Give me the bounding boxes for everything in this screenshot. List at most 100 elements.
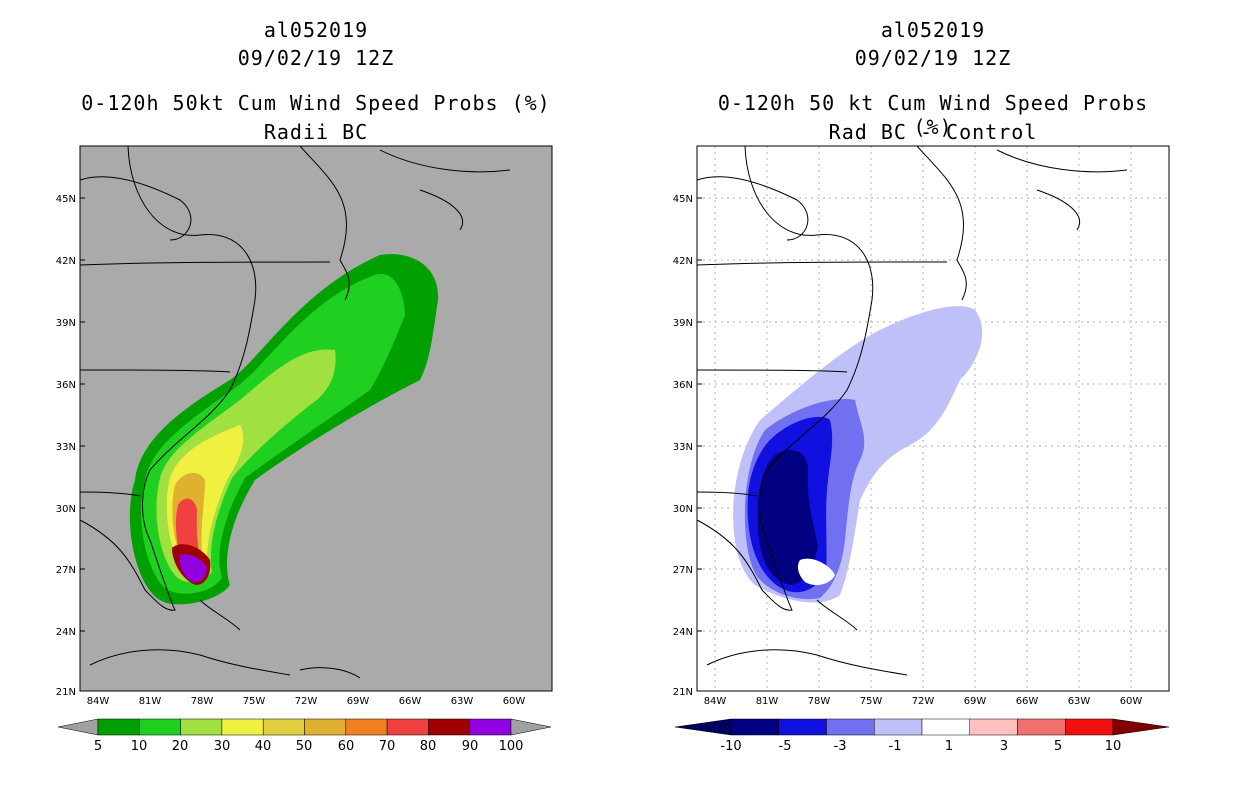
colorbar-label: 3 — [1000, 739, 1008, 754]
left-probability-swath — [129, 254, 439, 605]
lat-label: 45N — [56, 194, 76, 205]
lat-label: 30N — [56, 504, 76, 515]
right-lon-labels: 84W 81W 78W 75W 72W 69W 66W 63W 60W — [704, 696, 1143, 707]
left-colorbar-high-arrow — [510, 718, 552, 736]
colorbar-swatch — [345, 718, 388, 736]
colorbar-swatch — [921, 718, 970, 736]
lat-label: 21N — [673, 687, 693, 698]
colorbar-swatch — [262, 718, 305, 736]
lat-tick-marks — [80, 197, 702, 632]
colorbar-label: -5 — [779, 739, 792, 754]
colorbar-label: -3 — [834, 739, 847, 754]
right-title: 0-120h 50 kt Cum Wind Speed Probs (%) — [717, 91, 1149, 139]
colorbar-label: 1 — [945, 739, 953, 754]
lon-label: 84W — [87, 696, 110, 707]
lat-label: 24N — [56, 627, 76, 638]
lat-label: 36N — [673, 380, 693, 391]
lat-label: 45N — [673, 194, 693, 205]
lon-label: 72W — [912, 696, 935, 707]
lon-label: 66W — [399, 696, 422, 707]
lon-label: 81W — [756, 696, 779, 707]
right-colorbar-low-arrow — [674, 718, 732, 736]
colorbar-label: -10 — [720, 739, 741, 754]
lat-label: 21N — [56, 687, 76, 698]
left-colorbar: 5 10 20 30 40 50 60 70 80 90 100 — [57, 718, 552, 754]
colorbar-label: 5 — [1054, 739, 1062, 754]
lon-label: 69W — [347, 696, 370, 707]
colorbar-label: 70 — [379, 739, 396, 754]
colorbar-label: 30 — [214, 739, 231, 754]
right-datetime: 09/02/19 12Z — [854, 46, 1012, 70]
left-storm-id: al052019 — [263, 18, 369, 42]
left-coastlines — [80, 146, 511, 679]
colorbar-label: 10 — [1105, 739, 1122, 754]
colorbar-swatch — [1065, 718, 1114, 736]
colorbar-swatch — [778, 718, 827, 736]
colorbar-swatch — [221, 718, 264, 736]
colorbar-swatch — [386, 718, 429, 736]
lon-label: 81W — [139, 696, 162, 707]
lat-label: 27N — [56, 565, 76, 576]
lon-label: 69W — [964, 696, 987, 707]
colorbar-label: 5 — [94, 739, 102, 754]
colorbar-label: 90 — [462, 739, 479, 754]
lat-label: 42N — [56, 256, 76, 267]
left-lat-labels: 45N 42N 39N 36N 33N 30N 27N 24N 21N — [56, 194, 76, 698]
right-coastlines — [697, 146, 1128, 676]
right-colorbar-high-arrow — [1112, 718, 1170, 736]
lon-label: 63W — [1068, 696, 1091, 707]
colorbar-label: 20 — [172, 739, 189, 754]
lat-label: 36N — [56, 380, 76, 391]
right-lat-labels: 45N 42N 39N 36N 33N 30N 27N 24N 21N — [673, 194, 693, 698]
colorbar-swatch — [469, 718, 512, 736]
lon-label: 84W — [704, 696, 727, 707]
colorbar-label: 40 — [255, 739, 272, 754]
lon-label: 66W — [1016, 696, 1039, 707]
colorbar-swatch — [969, 718, 1018, 736]
lon-label: 60W — [1120, 696, 1143, 707]
lon-label: 75W — [860, 696, 883, 707]
lat-label: 30N — [673, 504, 693, 515]
left-colorbar-low-arrow — [57, 718, 99, 736]
colorbar-swatch — [304, 718, 347, 736]
right-difference-swath — [733, 306, 983, 603]
right-map — [697, 146, 1169, 691]
colorbar-label: 10 — [131, 739, 148, 754]
colorbar-swatch — [139, 718, 181, 736]
colorbar-swatch — [730, 718, 779, 736]
diff-minus10-contour — [757, 450, 818, 585]
colorbar-swatch — [826, 718, 875, 736]
lon-label: 78W — [808, 696, 831, 707]
diff-positive-core — [797, 558, 835, 586]
colorbar-swatch — [1017, 718, 1066, 736]
left-datetime: 09/02/19 12Z — [237, 46, 395, 70]
left-map — [80, 146, 552, 691]
colorbar-swatch — [874, 718, 923, 736]
right-subtitle: Rad BC - Control — [828, 120, 1038, 144]
lat-label: 39N — [56, 318, 76, 329]
colorbar-label: 100 — [499, 739, 524, 754]
lon-label: 78W — [191, 696, 214, 707]
lon-label: 60W — [503, 696, 526, 707]
left-subtitle: Radii BC — [263, 120, 369, 144]
left-title: 0-120h 50kt Cum Wind Speed Probs (%) — [81, 91, 551, 115]
colorbar-swatch — [97, 718, 140, 736]
lat-label: 33N — [673, 442, 693, 453]
lat-label: 27N — [673, 565, 693, 576]
lon-label: 63W — [451, 696, 474, 707]
lat-label: 24N — [673, 627, 693, 638]
right-storm-id: al052019 — [880, 18, 986, 42]
left-map-frame — [79, 145, 553, 692]
colorbar-label: 80 — [420, 739, 437, 754]
lat-label: 33N — [56, 442, 76, 453]
colorbar-label: -1 — [889, 739, 902, 754]
colorbar-label: 50 — [296, 739, 313, 754]
lon-label: 75W — [243, 696, 266, 707]
right-map-frame — [696, 145, 1170, 692]
prob-90-contour — [179, 554, 207, 583]
left-lon-labels: 84W 81W 78W 75W 72W 69W 66W 63W 60W — [87, 696, 526, 707]
colorbar-label: 60 — [338, 739, 355, 754]
colorbar-swatch — [428, 718, 470, 736]
lat-label: 42N — [673, 256, 693, 267]
